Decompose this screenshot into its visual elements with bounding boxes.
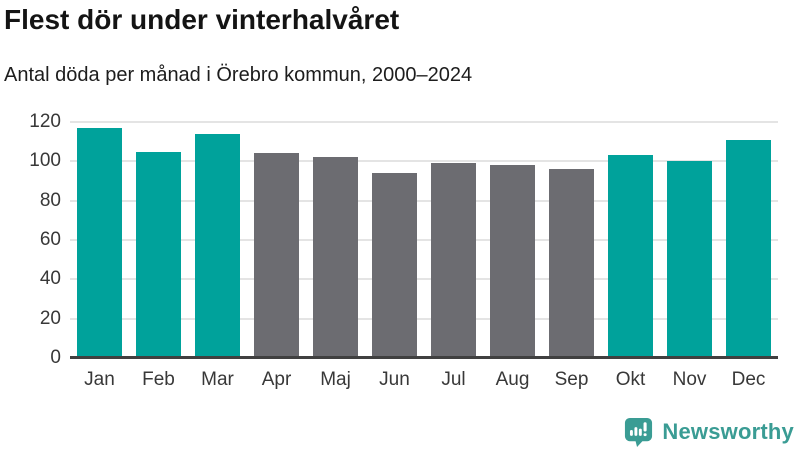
bar-chart-speech-bubble-icon xyxy=(623,416,654,447)
bar-nov xyxy=(666,161,713,358)
x-tick-label-apr: Apr xyxy=(261,369,292,390)
x-tick-label-jun: Jun xyxy=(379,369,410,390)
x-tick-label-sep: Sep xyxy=(554,369,589,390)
bar-mar xyxy=(194,133,241,358)
newsworthy-logo-text: Newsworthy xyxy=(662,418,794,444)
gridline-60 xyxy=(70,239,778,241)
bar-jan xyxy=(76,127,123,358)
x-tick-label-mar: Mar xyxy=(201,369,234,390)
bar-dec xyxy=(725,139,772,358)
x-tick-label-dec: Dec xyxy=(731,369,766,390)
bar-maj xyxy=(312,157,359,358)
bar-aug xyxy=(489,165,536,358)
x-tick-label-jan: Jan xyxy=(84,369,115,390)
gridline-80 xyxy=(70,199,778,202)
x-tick-label-aug: Aug xyxy=(495,369,530,390)
x-axis-line xyxy=(70,356,778,359)
y-tick-label-20: 20 xyxy=(39,307,61,329)
chart-title: Flest dör under vinterhalvåret xyxy=(4,4,400,35)
plot-area: 0 20 40 60 80 100 120 Jan Feb Mar Apr Maj Jun Jul Aug S… xyxy=(29,111,778,390)
x-tick-label-nov: Nov xyxy=(672,369,707,390)
y-tick-label-80: 80 xyxy=(39,189,61,211)
x-tick-label-feb: Feb xyxy=(142,369,175,390)
gridline-40 xyxy=(70,278,778,281)
bar-sep xyxy=(548,169,595,358)
gridline-100 xyxy=(70,160,778,163)
chart-subtitle: Antal döda per månad i Örebro kommun, 20… xyxy=(4,64,473,86)
y-tick-label-0: 0 xyxy=(50,347,61,368)
y-tick-label-60: 60 xyxy=(39,229,61,250)
gridline-120 xyxy=(70,121,778,123)
gridline-20 xyxy=(70,317,778,320)
y-tick-label-40: 40 xyxy=(39,268,61,290)
bar-apr xyxy=(253,153,300,358)
x-tick-label-jul: Jul xyxy=(441,369,466,390)
x-tick-label-maj: Maj xyxy=(320,369,351,390)
bar-okt xyxy=(607,155,654,358)
bar-feb xyxy=(135,151,182,358)
y-tick-label-100: 100 xyxy=(29,150,61,172)
x-tick-label-okt: Okt xyxy=(615,369,646,390)
bar-jul xyxy=(430,163,477,358)
y-tick-label-120: 120 xyxy=(29,111,61,132)
bar-jun xyxy=(371,173,418,358)
newsworthy-logo: Newsworthy xyxy=(623,416,794,447)
